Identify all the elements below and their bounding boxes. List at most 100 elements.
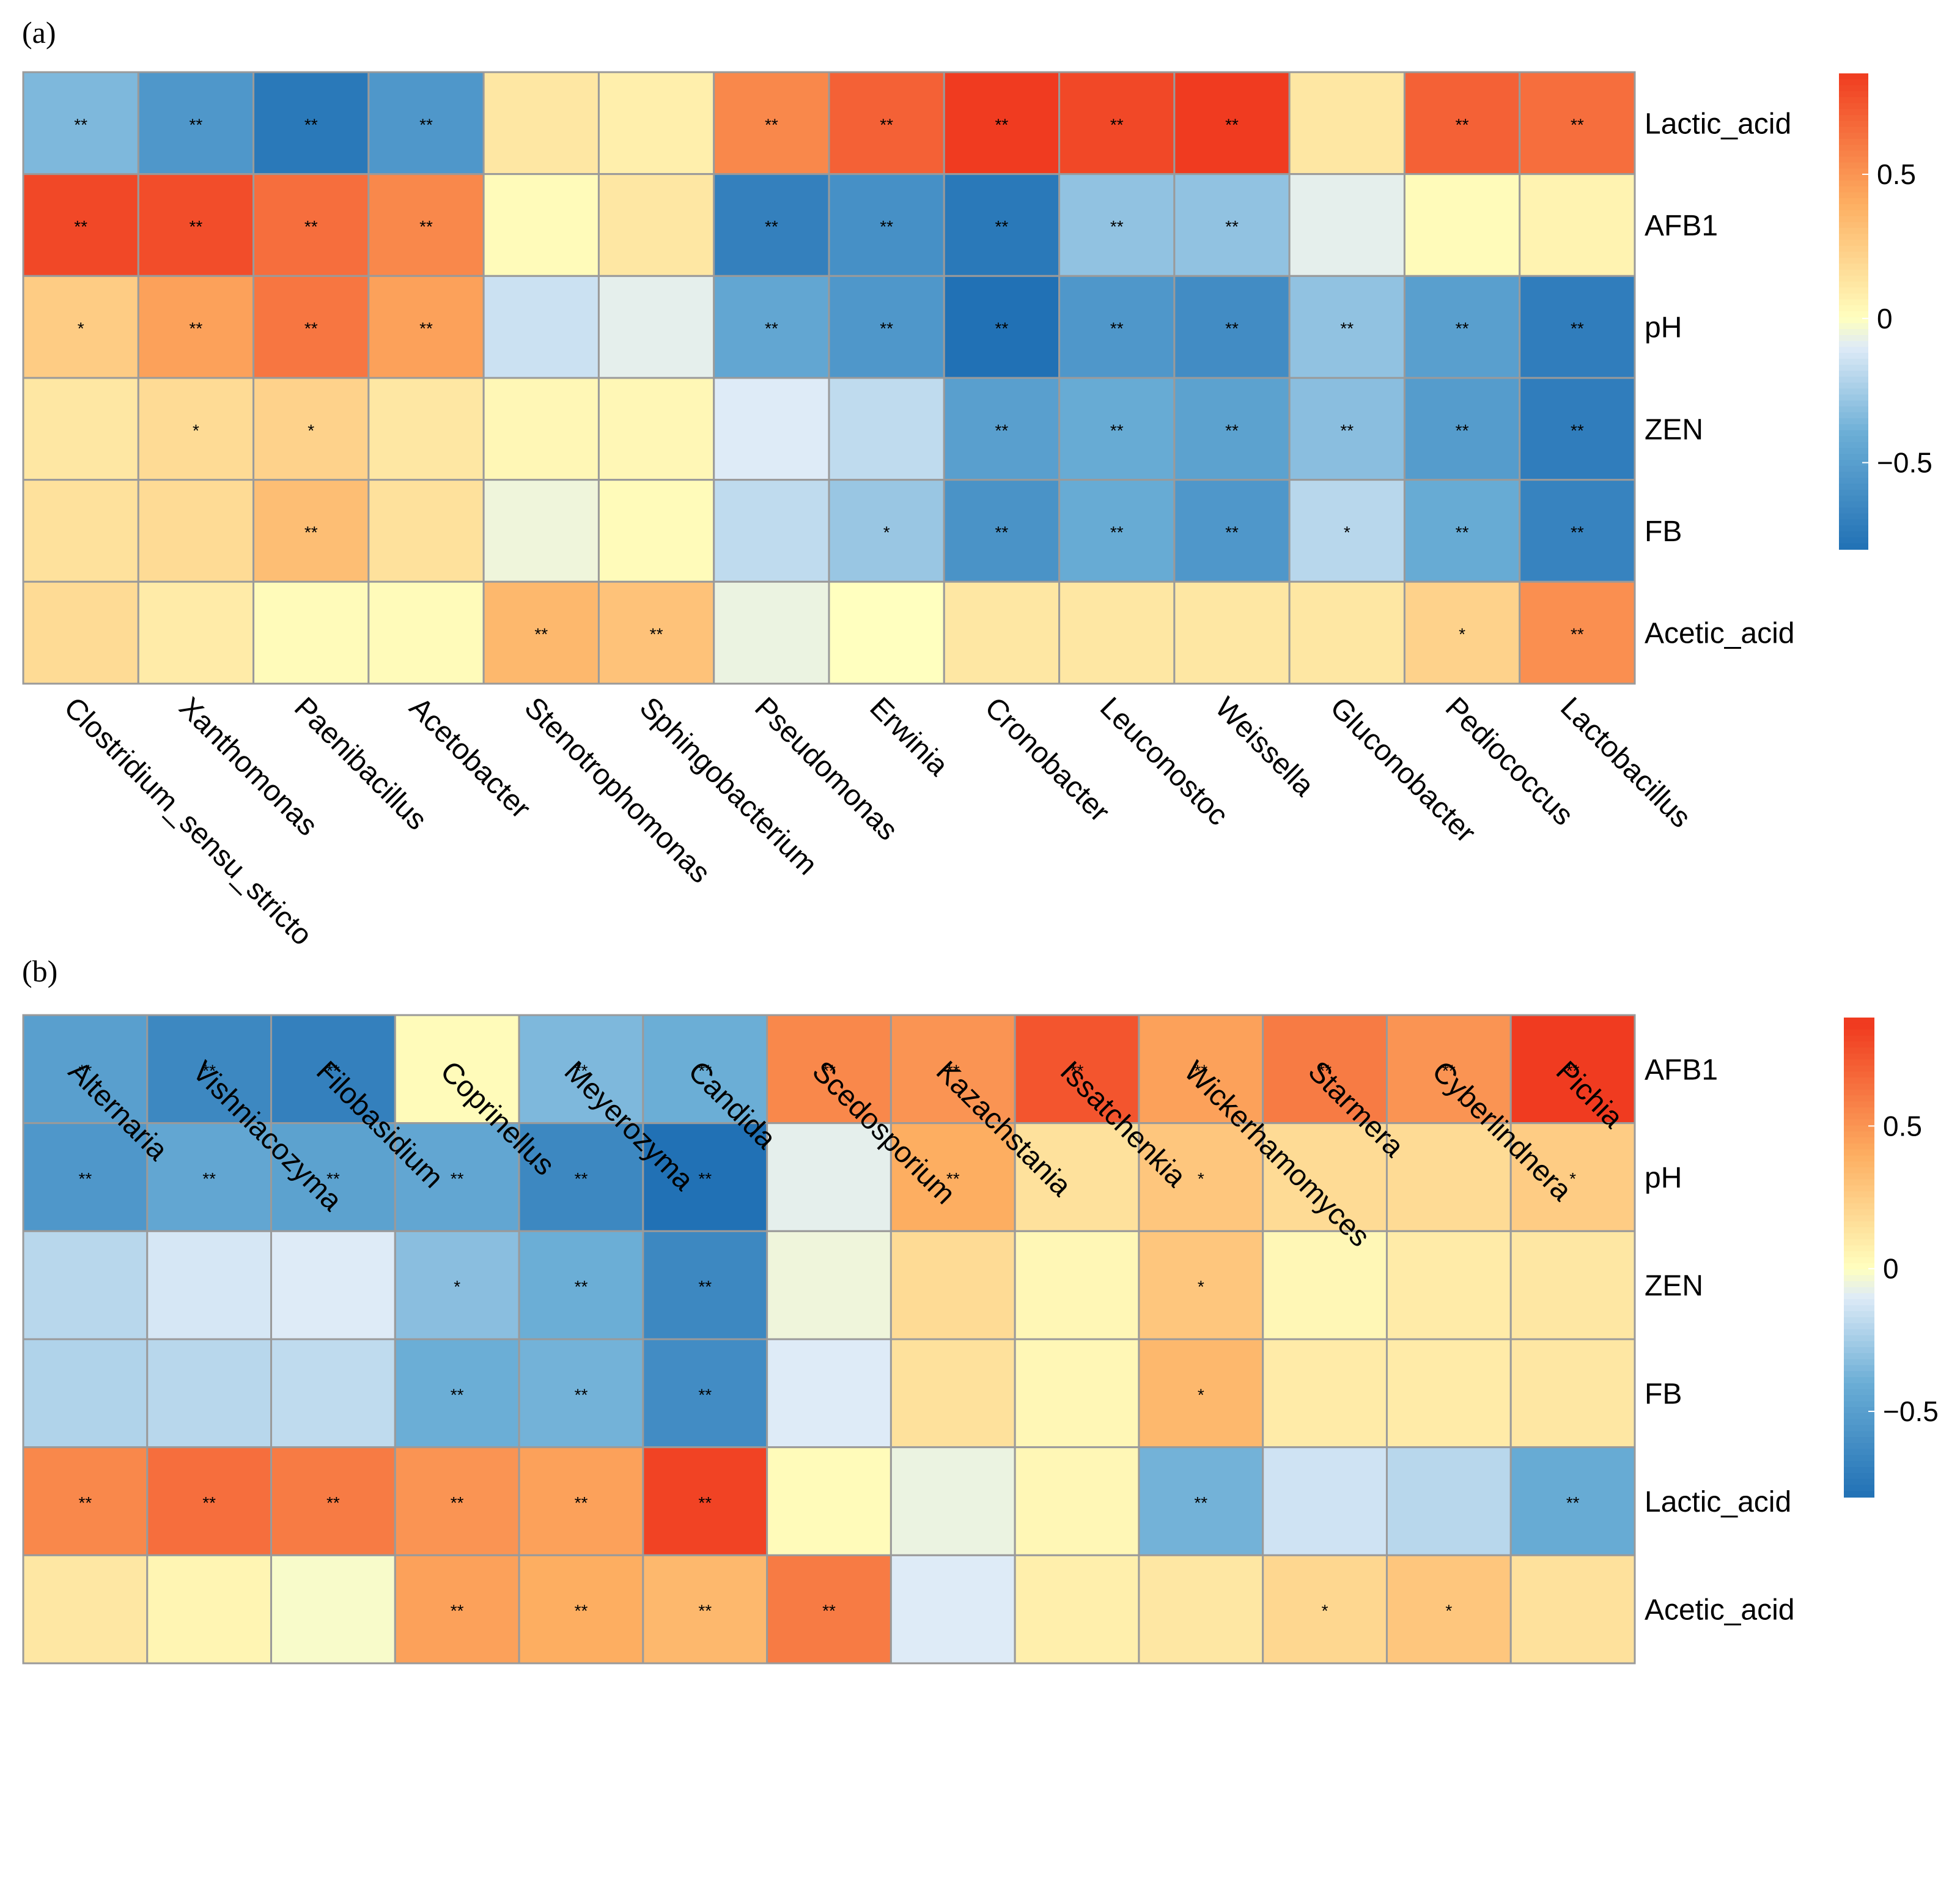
colorbar-segment (1839, 133, 1868, 139)
heatmap-cell (943, 479, 1061, 583)
colorbar-segment (1844, 1425, 1874, 1432)
heatmap-cell (270, 1338, 396, 1449)
colorbar-segment (1844, 1029, 1874, 1037)
row-label: pH (1645, 1162, 1682, 1194)
significance-mark: ** (822, 1061, 836, 1080)
colorbar-segment (1839, 73, 1868, 80)
heatmap-cell (1509, 1014, 1636, 1125)
heatmap-cell (1519, 377, 1636, 481)
colorbar-segment (1844, 1053, 1874, 1060)
colorbar-segment (1844, 1095, 1874, 1103)
significance-mark: ** (880, 217, 893, 236)
significance-mark: ** (1340, 421, 1354, 440)
heatmap-cell (252, 173, 370, 277)
significance-mark: ** (1194, 1493, 1207, 1512)
colorbar-segment (1844, 1209, 1874, 1216)
row-labels-a: Lactic_acid AFB1 pH ZEN FB Acetic_acid (1645, 108, 1794, 649)
colorbar-segment (1839, 287, 1868, 294)
colorbar-segment (1839, 317, 1868, 324)
significance-mark: ** (326, 1493, 340, 1512)
heatmap-cell (1014, 1230, 1140, 1340)
heatmap-cell (1058, 275, 1176, 379)
colorbar-segment (1844, 1245, 1874, 1252)
heatmap-cell (367, 580, 485, 685)
colorbar-segment (1844, 1437, 1874, 1444)
heatmap-cell (367, 377, 485, 481)
heatmap-cell (642, 1014, 768, 1125)
significance-mark: * (78, 319, 84, 338)
heatmap-cell (1262, 1338, 1388, 1449)
significance-mark: * (1322, 1602, 1328, 1620)
colorbar-segment (1844, 1089, 1874, 1096)
heatmap-cell (890, 1446, 1016, 1556)
heatmap-cell (1288, 580, 1406, 685)
row-label: AFB1 (1645, 210, 1718, 242)
significance-mark: ** (78, 1493, 92, 1512)
colorbar-tick-label: −0.5 (1877, 447, 1932, 479)
colorbar-segment (1844, 1173, 1874, 1180)
colorbar-segment (1839, 406, 1868, 413)
colorbar-segment (1839, 442, 1868, 449)
heatmap-cell (22, 479, 139, 583)
colorbar-segment (1844, 1101, 1874, 1108)
significance-mark: ** (1571, 319, 1584, 338)
significance-mark: ** (1566, 1493, 1580, 1512)
colorbar-segment (1844, 1119, 1874, 1126)
significance-mark: * (1459, 625, 1465, 644)
heatmap-cell (766, 1122, 892, 1232)
heatmap-cell (1173, 173, 1291, 277)
colorbar-segment (1839, 376, 1868, 383)
heatmap-cell (642, 1338, 768, 1449)
significance-mark: * (193, 421, 199, 440)
significance-mark: * (1198, 1385, 1204, 1404)
heatmap-cell (1509, 1230, 1636, 1340)
colorbar-segment (1839, 501, 1868, 508)
colorbar-tick-label: 0.5 (1877, 158, 1916, 190)
heatmap-cell (766, 1338, 892, 1449)
heatmap-cell (146, 1014, 273, 1125)
heatmap-cell (1385, 1230, 1512, 1340)
heatmap-cell (22, 71, 139, 176)
colorbar-segment (1839, 144, 1868, 152)
colorbar-segment (1839, 478, 1868, 485)
heatmap-cell (1014, 1446, 1140, 1556)
heatmap-cell (713, 275, 830, 379)
heatmap-cell (518, 1230, 644, 1340)
heatmap-cell (766, 1230, 892, 1340)
panel-label-a: (a) (22, 15, 56, 50)
colorbar-segment (1844, 1083, 1874, 1090)
significance-mark: ** (1566, 1061, 1580, 1080)
heatmap-cell (394, 1230, 520, 1340)
significance-mark: ** (1110, 217, 1124, 236)
significance-mark: * (883, 523, 890, 542)
colorbar-segment (1844, 1131, 1874, 1138)
colorbar-segment (1844, 1221, 1874, 1228)
significance-mark: ** (1571, 115, 1584, 134)
colorbar-segment (1839, 394, 1868, 401)
colorbar-segment (1839, 519, 1868, 527)
colorbar-segment (1844, 1377, 1874, 1384)
colorbar-segment (1839, 210, 1868, 217)
significance-mark: ** (202, 1493, 216, 1512)
heatmap-cell (146, 1338, 273, 1449)
colorbar-segment (1839, 448, 1868, 455)
colorbar-segment (1844, 1059, 1874, 1066)
heatmap-panel-b: (b) ** ** ** ** ** ** ** ** ** ** ** **** ** ** ** ** **… (22, 954, 1939, 1665)
heatmap-cell (597, 377, 715, 481)
heatmap-cell (518, 1014, 644, 1125)
significance-mark: ** (698, 1493, 712, 1512)
colorbar-segment (1839, 525, 1868, 532)
colorbar-segment (1844, 1269, 1874, 1276)
heatmap-cell (22, 580, 139, 685)
colorbar-segment (1839, 293, 1868, 300)
heatmap-cell (252, 580, 370, 685)
significance-mark: ** (1318, 1061, 1332, 1080)
heatmap-cell (828, 479, 945, 583)
colorbar-segment (1844, 1311, 1874, 1318)
heatmap-cell (1288, 479, 1406, 583)
row-label: ZEN (1645, 413, 1703, 446)
colorbar-segment (1844, 1467, 1874, 1474)
heatmap-cell (394, 1122, 520, 1232)
colorbar-segment (1839, 454, 1868, 461)
colorbar-segment (1839, 358, 1868, 366)
